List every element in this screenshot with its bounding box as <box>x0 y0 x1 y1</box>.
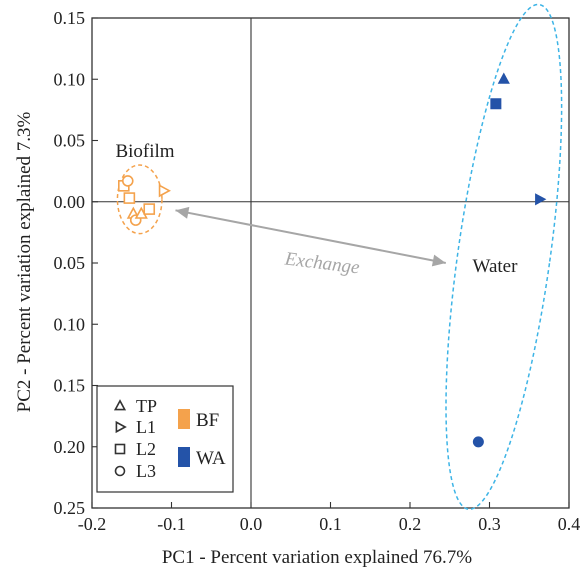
biofilm-group-ellipse <box>116 164 163 235</box>
y-tick-label: 0.10 <box>54 314 86 334</box>
y-tick-label: 0.15 <box>54 8 86 28</box>
legend-label-tp: TP <box>136 396 157 416</box>
x-tick-label: 0.0 <box>240 514 263 534</box>
legend-marker-triangle-right <box>115 420 127 434</box>
exchange-arrow-line <box>175 209 446 264</box>
bf-point-square <box>143 203 156 215</box>
y-tick-label: 0.05 <box>54 131 86 151</box>
legend-label-wa: WA <box>196 448 226 469</box>
y-tick-label: 0.10 <box>54 69 86 89</box>
exchange-arrowhead-right <box>431 254 446 267</box>
x-tick-label: 0.4 <box>558 514 580 534</box>
legend-swatch-wa <box>178 447 190 467</box>
x-tick-label: -0.2 <box>78 514 107 534</box>
x-tick-label: 0.2 <box>399 514 422 534</box>
legend-box <box>96 385 234 493</box>
legend-label-l3: L3 <box>136 461 156 481</box>
y-tick-label: 0.15 <box>54 376 86 396</box>
legend-label-bf: BF <box>196 410 219 431</box>
legend-marker-circle <box>114 465 126 477</box>
x-tick-label: 0.1 <box>319 514 342 534</box>
x-axis-label: PC1 - Percent variation explained 76.7% <box>162 547 472 568</box>
y-tick-label: 0.05 <box>54 253 86 273</box>
x-tick-label: 0.3 <box>478 514 501 534</box>
wa-point-square <box>490 98 502 110</box>
legend-marker-square <box>114 443 126 455</box>
exchange-annotation-label: Exchange <box>283 248 361 278</box>
legend-label-l1: L1 <box>136 417 156 437</box>
y-tick-label: 0.20 <box>54 437 86 457</box>
legend-marker-triangle-up <box>113 399 127 411</box>
wa-point-triangle-right <box>535 193 547 206</box>
legend-swatch-bf <box>178 409 190 429</box>
y-tick-label: 0.00 <box>54 192 86 212</box>
bf-point-circle <box>121 175 134 187</box>
exchange-arrowhead-left <box>175 206 190 219</box>
biofilm-group-label: Biofilm <box>115 141 174 162</box>
y-axis-label: PC2 - Percent variation explained 7.3% <box>14 111 35 412</box>
y-tick-label: 0.25 <box>54 498 86 518</box>
bf-point-triangle-right <box>158 184 171 198</box>
wa-point-triangle-up <box>497 72 510 84</box>
x-tick-label: -0.1 <box>157 514 186 534</box>
wa-point-circle <box>472 436 484 448</box>
bf-point-square <box>123 192 136 204</box>
legend-label-l2: L2 <box>136 439 156 459</box>
water-group-label: Water <box>473 256 519 277</box>
